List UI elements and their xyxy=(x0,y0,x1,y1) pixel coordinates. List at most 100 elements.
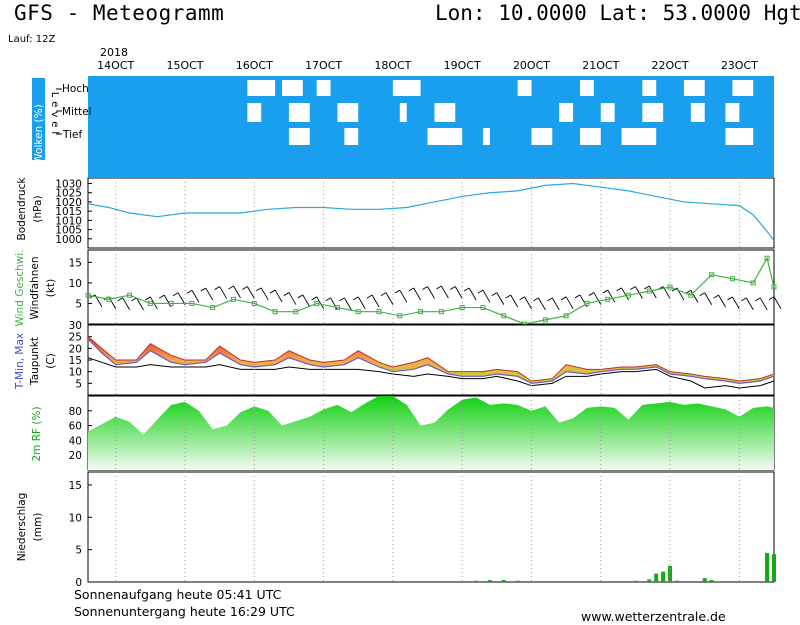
wind-barb-feather xyxy=(560,296,567,301)
wind-barb xyxy=(454,286,463,299)
website-link[interactable]: www.wetterzentrale.de xyxy=(581,609,726,624)
cloud-free-area xyxy=(316,80,331,96)
precipitation-panel: Niederschlag (mm) 0 5 10 15 xyxy=(16,471,776,589)
wind-barbs xyxy=(89,285,782,311)
x-axis-top: 14OCT 15OCT 16OCT 17OCT 18OCT 19OCT 20OCT 21OCT… xyxy=(97,59,758,72)
cloud-free-area xyxy=(399,103,407,122)
wind-barb xyxy=(246,286,255,299)
temp-tick-label: 20 xyxy=(69,343,82,355)
wind-tick-label: 10 xyxy=(69,278,82,290)
wind-barb xyxy=(690,290,699,303)
wind-barb-feather xyxy=(339,297,345,302)
humidity-tick-label: 20 xyxy=(69,450,82,462)
wind-barb xyxy=(607,289,616,303)
wind-barb-feather xyxy=(505,294,511,299)
wind-barb xyxy=(399,289,408,303)
meteogram-chart: 2018 2018 14OCT15OCT16OCT17OCT18OCT19OCT… xyxy=(14,46,782,589)
wind-speed-point xyxy=(646,288,652,294)
wind-barb-feather xyxy=(713,294,719,299)
precip-unit: (mm) xyxy=(32,513,44,542)
precip-bar xyxy=(702,578,707,582)
wind-barb xyxy=(288,292,297,305)
wind-barb-feather xyxy=(422,286,428,290)
pressure-tick-label: 1000 xyxy=(55,234,82,246)
wind-barb xyxy=(205,287,214,301)
wind-speed-point xyxy=(667,284,673,290)
cloud-panel-ylabel: Wolken (%) xyxy=(33,104,45,163)
wind-speed-point xyxy=(501,313,507,319)
wind-speed-point xyxy=(605,296,611,302)
wind-barb xyxy=(316,296,325,310)
pressure-tick-label: 1030 xyxy=(55,179,82,191)
cloud-free-area xyxy=(690,103,705,122)
wind-speed-point xyxy=(438,309,444,315)
wind-speed-point xyxy=(272,309,278,315)
precip-bar xyxy=(654,573,659,582)
x-tick-label-top: 19OCT xyxy=(444,59,481,72)
tmax-line xyxy=(87,336,775,382)
wind-speed-point xyxy=(147,300,153,306)
wind-barb xyxy=(302,294,311,308)
wind-barb-feather xyxy=(616,287,622,292)
wind-barb-feather xyxy=(380,292,387,297)
wind-barb xyxy=(357,296,366,310)
wind-speed-point xyxy=(251,300,257,306)
cloud-free-area xyxy=(621,128,657,145)
wind-speed-point xyxy=(293,309,299,315)
wind-speed-point xyxy=(189,300,195,306)
level-high: Hoch xyxy=(62,83,89,95)
wind-speed-point xyxy=(709,272,715,278)
temp-unit: (C) xyxy=(45,353,57,369)
cloud-free-area xyxy=(725,128,754,145)
wind-speed-point xyxy=(771,284,777,290)
precip-ylabel: Niederschlag xyxy=(16,493,28,562)
level-mid: Mittel xyxy=(62,106,92,118)
wind-barb-feather xyxy=(547,297,553,302)
wind-barb xyxy=(385,292,394,305)
cloud-free-area xyxy=(282,80,303,96)
wind-barb xyxy=(468,287,477,301)
cloud-free-area xyxy=(247,80,276,96)
wind-barb-feather xyxy=(228,285,234,290)
precip-bar xyxy=(772,554,776,582)
cloud-free-area xyxy=(344,128,359,145)
wind-barb-feather xyxy=(463,287,470,292)
wind-speed-line xyxy=(87,256,775,325)
humidity-panel: 2m RF (%) 20 40 60 80 xyxy=(31,395,775,471)
wind-barb-feather xyxy=(533,297,539,302)
wind-barb-feather xyxy=(186,289,193,294)
x-tick-label-top: 15OCT xyxy=(166,59,203,72)
wind-barb-feather xyxy=(256,287,262,292)
wind-speed-point xyxy=(542,317,548,323)
precip-bar xyxy=(515,580,520,582)
wind-barb-feather xyxy=(685,289,692,294)
wind-barb xyxy=(413,287,422,301)
wind-barb-feather xyxy=(366,294,373,299)
temp-tick-label: 25 xyxy=(69,332,82,344)
wind-barb-feather xyxy=(353,296,359,301)
humidity-ylabel: 2m RF (%) xyxy=(31,406,43,461)
cloud-free-area xyxy=(288,103,310,122)
wind-barb xyxy=(496,292,505,305)
wind-barb-feather xyxy=(117,297,123,302)
header: GFS - Meteogramm Lon: 10.0000 Lat: 53.00… xyxy=(0,0,800,30)
location-coordinates: Lon: 10.0000 Lat: 53.0000 Hgt: 8 xyxy=(435,1,800,25)
tmin-line xyxy=(87,338,775,384)
cloud-free-area xyxy=(683,80,705,96)
wind-barb-feather xyxy=(477,289,484,294)
precip-tick-label: 0 xyxy=(75,577,82,589)
wind-speed-point xyxy=(625,292,631,298)
wind-ylabel: Wind Geschwi. xyxy=(14,249,26,326)
precip-bar xyxy=(661,571,666,582)
wind-barb-feather xyxy=(214,286,220,290)
humidity-y-axis: 20 40 60 80 xyxy=(69,406,92,462)
wind-speed-markers xyxy=(85,255,777,327)
wind-barb-feather xyxy=(644,285,650,290)
humidity-tick-label: 40 xyxy=(69,435,82,447)
precip-bar xyxy=(647,579,652,582)
wind-barb-feather xyxy=(242,286,248,290)
wind-barb-feather xyxy=(602,289,608,294)
x-tick-label-top: 21OCT xyxy=(582,59,619,72)
wind-barb-feather xyxy=(754,297,761,302)
x-tick-label-top: 17OCT xyxy=(305,59,342,72)
